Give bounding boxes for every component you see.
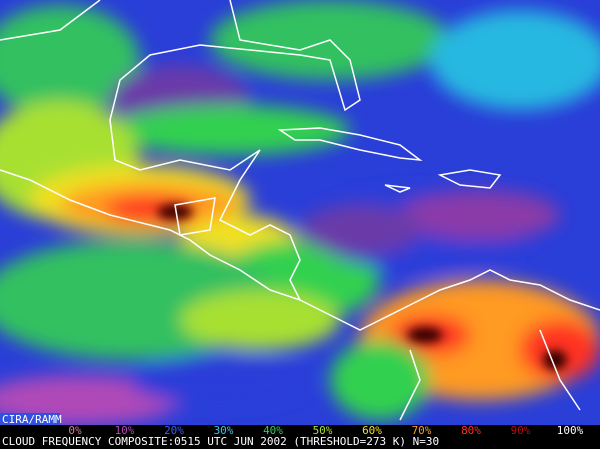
legend-label: 100% [557, 424, 584, 437]
legend-label: 90% [511, 424, 531, 437]
legend: 0% 10% 20% 30% 40% 50% 60% 70% 80% 90% 100% [68, 424, 583, 437]
cloud-field [0, 0, 600, 426]
legend-label: 60% [362, 424, 382, 437]
credit: CIRA/RAMM [2, 413, 62, 426]
legend-label: 30% [214, 424, 234, 437]
legend-bar [0, 425, 600, 449]
legend-label: 10% [115, 424, 135, 437]
legend-label: 80% [461, 424, 481, 437]
legend-label: 70% [412, 424, 432, 437]
credit-box [0, 413, 60, 425]
caption: CLOUD FREQUENCY COMPOSITE:0515 UTC JUN 2… [2, 435, 439, 448]
legend-label: 20% [164, 424, 184, 437]
legend-label: 0% [68, 424, 82, 437]
legend-label: 40% [263, 424, 283, 437]
coastlines [0, 0, 600, 421]
legend-label: 50% [313, 424, 333, 437]
